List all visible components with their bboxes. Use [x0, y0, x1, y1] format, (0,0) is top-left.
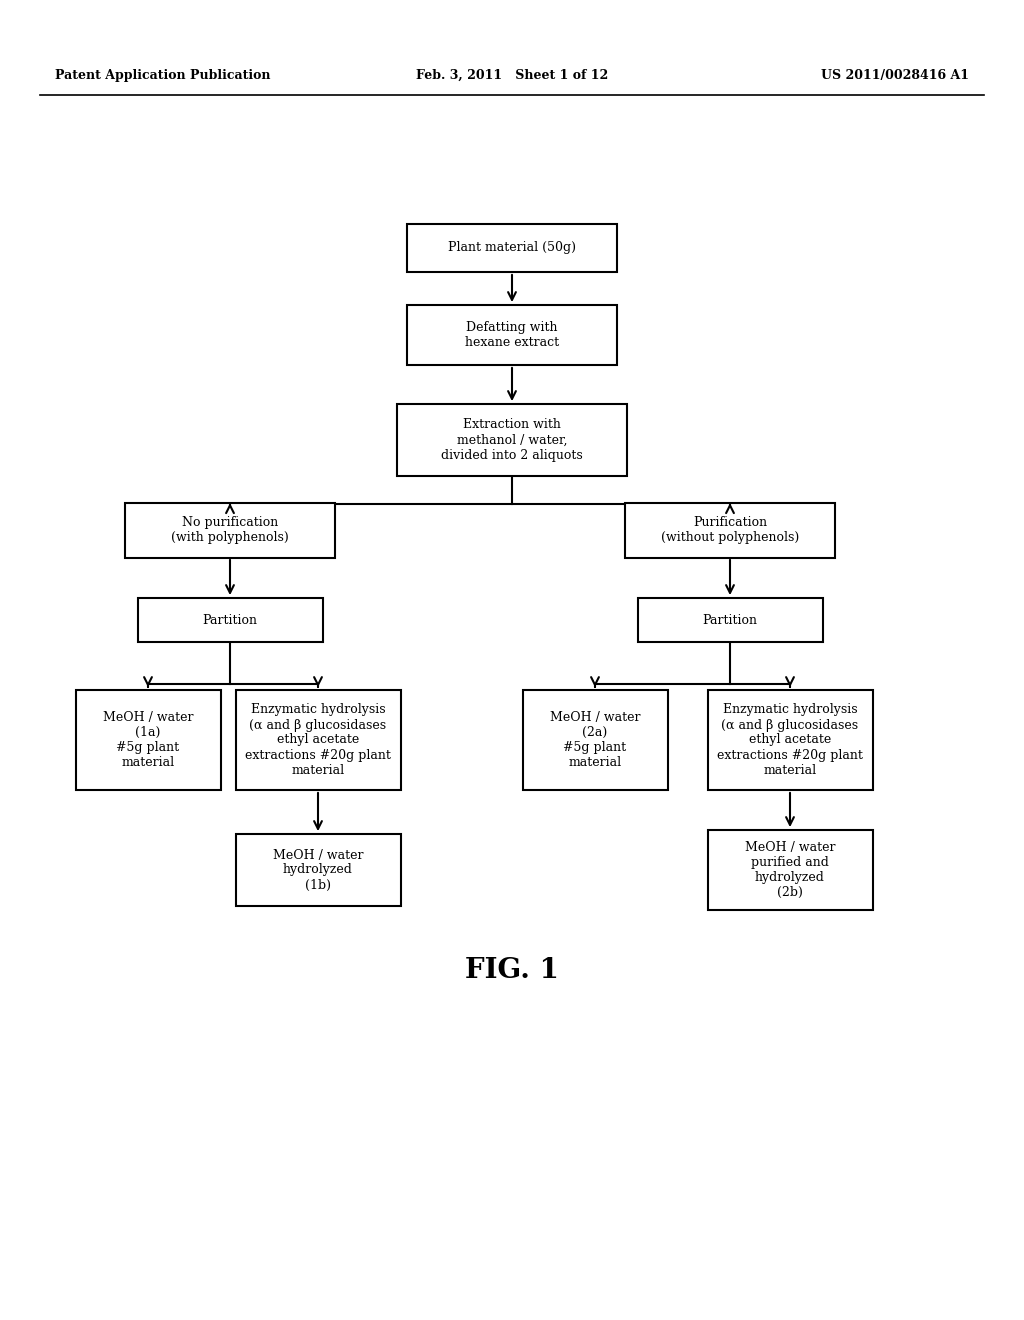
Bar [125, 503, 335, 557]
Bar [236, 834, 400, 906]
Text: Partition: Partition [203, 614, 257, 627]
Text: Feb. 3, 2011   Sheet 1 of 12: Feb. 3, 2011 Sheet 1 of 12 [416, 69, 608, 82]
Text: US 2011/0028416 A1: US 2011/0028416 A1 [821, 69, 969, 82]
Text: No purification
(with polyphenols): No purification (with polyphenols) [171, 516, 289, 544]
Bar [708, 690, 872, 789]
Bar [522, 690, 668, 789]
Bar [76, 690, 220, 789]
Text: Enzymatic hydrolysis
(α and β glucosidases
ethyl acetate
extractions #20g plant
: Enzymatic hydrolysis (α and β glucosidas… [245, 704, 391, 776]
Text: MeOH / water
(1a)
#5g plant
material: MeOH / water (1a) #5g plant material [102, 711, 194, 770]
Bar [137, 598, 323, 642]
Bar [407, 305, 617, 366]
Text: Partition: Partition [702, 614, 758, 627]
Text: Plant material (50g): Plant material (50g) [449, 242, 575, 255]
Text: MeOH / water
hydrolyzed
(1b): MeOH / water hydrolyzed (1b) [272, 849, 364, 891]
Text: MeOH / water
purified and
hydrolyzed
(2b): MeOH / water purified and hydrolyzed (2b… [744, 841, 836, 899]
Bar [236, 690, 400, 789]
Text: Purification
(without polyphenols): Purification (without polyphenols) [660, 516, 799, 544]
Bar [638, 598, 822, 642]
Text: Patent Application Publication: Patent Application Publication [55, 69, 270, 82]
Text: Extraction with
methanol / water,
divided into 2 aliquots: Extraction with methanol / water, divide… [441, 418, 583, 462]
Bar [407, 224, 617, 272]
Text: Enzymatic hydrolysis
(α and β glucosidases
ethyl acetate
extractions #20g plant
: Enzymatic hydrolysis (α and β glucosidas… [717, 704, 863, 776]
Text: FIG. 1: FIG. 1 [465, 957, 559, 983]
Text: MeOH / water
(2a)
#5g plant
material: MeOH / water (2a) #5g plant material [550, 711, 640, 770]
Bar [708, 830, 872, 909]
Text: Defatting with
hexane extract: Defatting with hexane extract [465, 321, 559, 348]
Bar [625, 503, 835, 557]
Bar [397, 404, 627, 477]
